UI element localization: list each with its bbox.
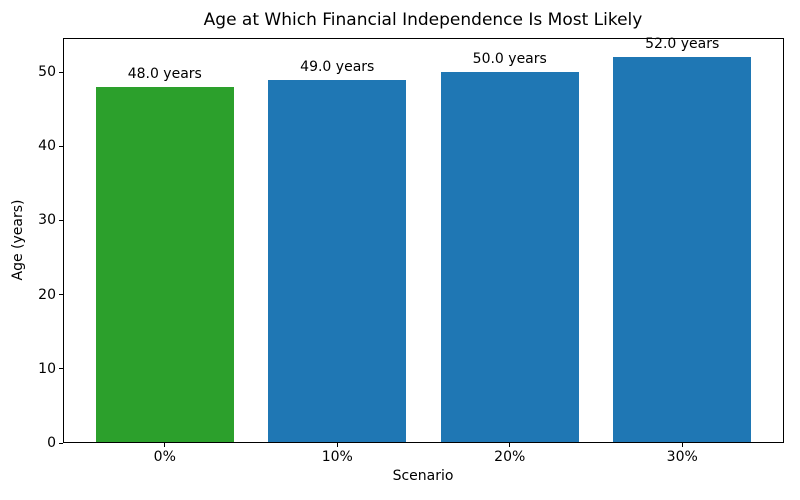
bar — [268, 79, 407, 443]
bar-value-label: 48.0 years — [127, 65, 202, 82]
y-tick-label: 30 — [38, 212, 56, 229]
y-tick-mark — [59, 368, 63, 370]
y-tick-label: 10 — [38, 360, 56, 377]
x-tick-mark — [336, 443, 338, 447]
x-tick-label: 30% — [666, 449, 698, 465]
bar — [613, 57, 752, 443]
bar — [440, 72, 579, 443]
y-tick-mark — [59, 219, 63, 221]
y-tick-label: 40 — [38, 138, 56, 155]
bar-value-label: 50.0 years — [472, 51, 547, 68]
y-tick-label: 50 — [38, 64, 56, 81]
x-tick-label: 10% — [321, 449, 353, 465]
y-tick-mark — [59, 145, 63, 147]
x-tick-mark — [164, 443, 166, 447]
y-tick-mark — [59, 71, 63, 73]
y-tick-label: 0 — [47, 435, 56, 451]
x-tick-label: 20% — [494, 449, 526, 465]
y-axis-label: Age (years) — [10, 199, 26, 281]
plot-area-frame — [63, 38, 784, 443]
y-tick-mark — [59, 442, 63, 444]
x-tick-mark — [681, 443, 683, 447]
bar — [95, 86, 234, 443]
y-tick-mark — [59, 294, 63, 296]
bar-value-label: 49.0 years — [300, 58, 375, 75]
x-axis-label: Scenario — [392, 468, 454, 484]
y-tick-label: 20 — [38, 286, 56, 303]
x-tick-mark — [509, 443, 511, 447]
bar-value-label: 52.0 years — [645, 36, 720, 53]
chart-title: Age at Which Financial Independence Is M… — [203, 10, 643, 30]
x-tick-label: 0% — [153, 449, 176, 465]
